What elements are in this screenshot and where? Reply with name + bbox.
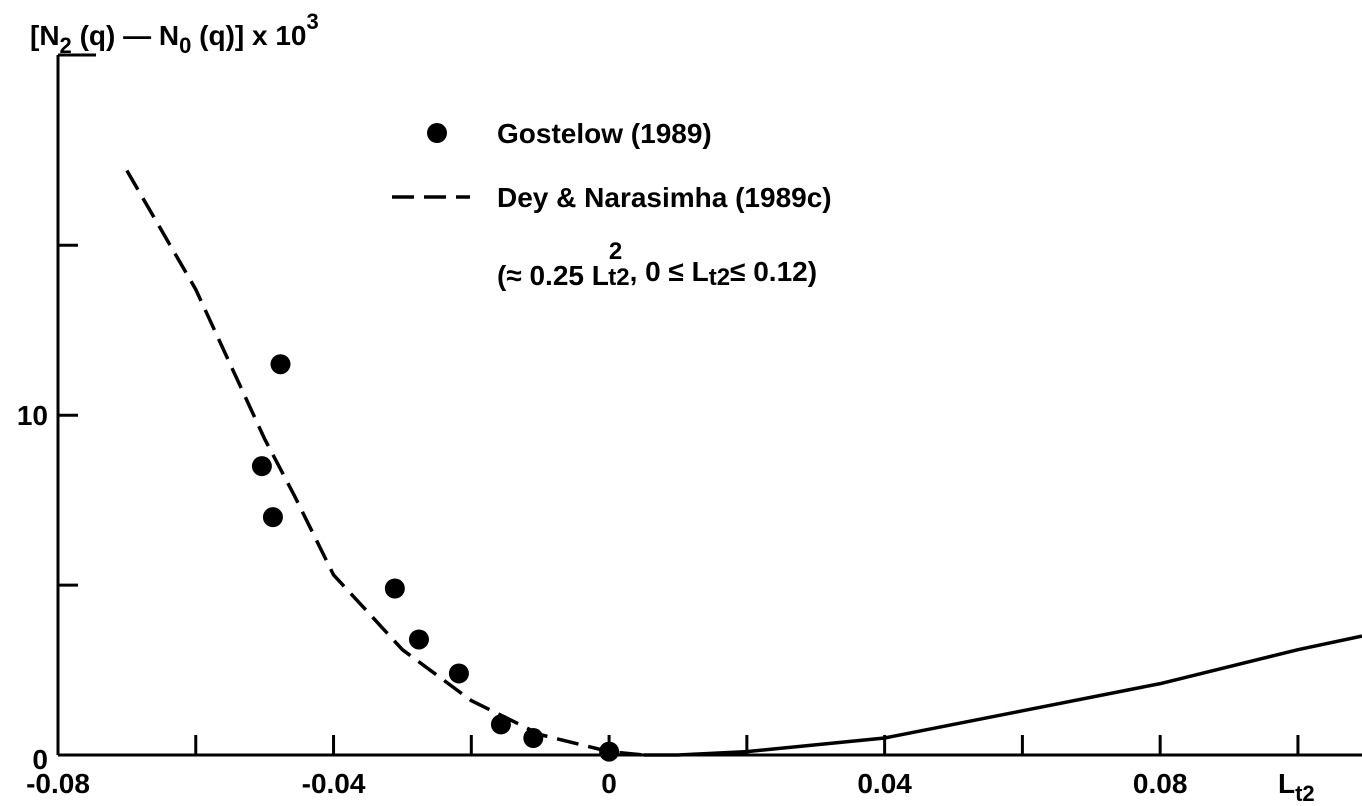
annotation-part: ≤ 0.12) — [730, 256, 817, 287]
legend-label: Dey & Narasimha (1989c) — [497, 182, 832, 213]
x-tick-label: -0.04 — [302, 768, 366, 799]
data-point — [262, 507, 283, 528]
x-axis-label-part: L — [1278, 768, 1295, 799]
y-tick-label: 10 — [17, 400, 48, 431]
y-tick-label: 0 — [32, 744, 48, 775]
y-axis-label-part: 3 — [307, 9, 319, 34]
x-axis-label: Lt2 — [1278, 768, 1315, 806]
annotation: (≈ 0.25 L2 t2, 0 ≤ Lt2≤ 0.12) — [497, 238, 817, 291]
x-tick-label: 0.08 — [1133, 768, 1188, 799]
data-point — [448, 663, 469, 684]
x-axis-label-part: t2 — [1295, 781, 1315, 806]
data-point — [270, 354, 291, 375]
annotation-part: t2 — [608, 264, 629, 291]
annotation-part: t2 — [709, 264, 730, 291]
data-point — [384, 578, 405, 599]
legend-marker — [427, 123, 447, 143]
curve — [643, 634, 1362, 757]
annotation-part: 2 — [609, 238, 622, 265]
x-tick-label: 0 — [601, 768, 617, 799]
x-tick-label: -0.08 — [26, 768, 90, 799]
y-axis-label: [N2 (q) — N0 (q)] x 103 — [30, 9, 319, 58]
data-point — [251, 456, 272, 477]
y-axis-label-part: [N — [30, 20, 60, 51]
x-tick-label: 0.04 — [857, 768, 912, 799]
curve — [125, 169, 644, 757]
legend-label: Gostelow (1989) — [497, 118, 712, 149]
data-point — [408, 629, 429, 650]
y-axis-label-part: (q) — N — [72, 20, 179, 51]
y-axis-label-part: 2 — [60, 33, 72, 58]
y-axis-label-part: 0 — [179, 33, 191, 58]
annotation-part: , 0 ≤ L — [630, 256, 709, 287]
annotation-part: (≈ 0.25 L — [497, 260, 609, 291]
y-axis-label-part: (q)] x 10 — [191, 20, 306, 51]
